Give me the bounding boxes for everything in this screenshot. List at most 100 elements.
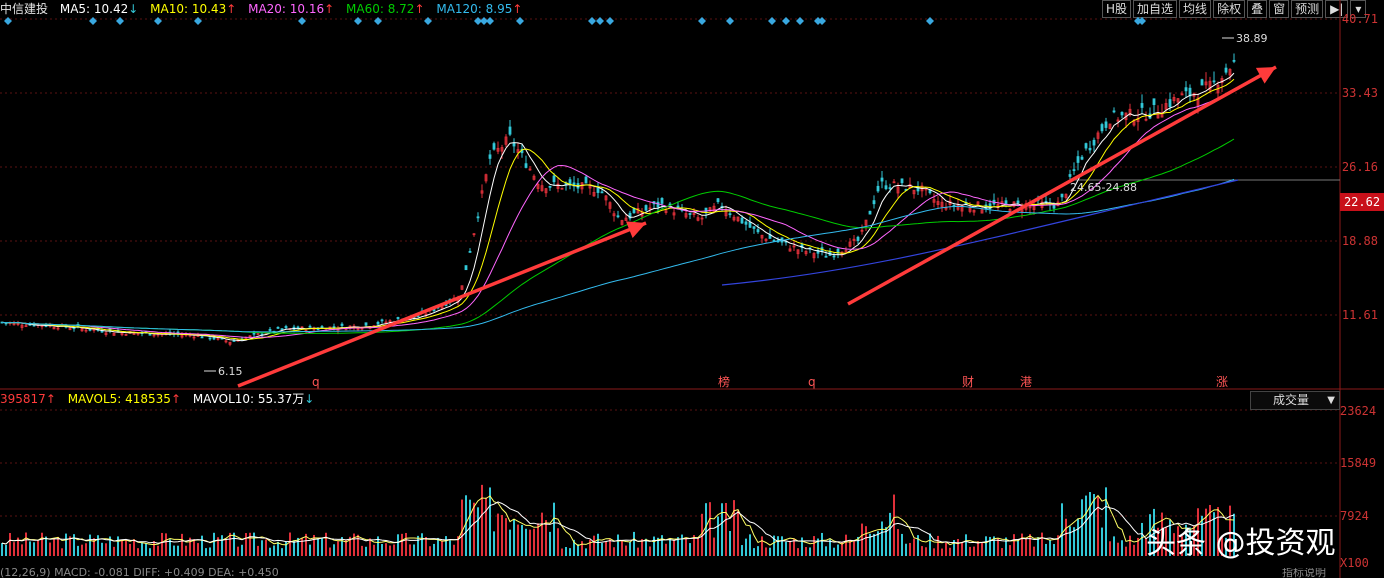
- candle-body: [736, 216, 740, 222]
- mavol10-value: MAVOL10: 55.37万: [192, 392, 305, 406]
- candle-body: [612, 213, 616, 217]
- volume-bar: [133, 539, 135, 556]
- volume-bar: [1081, 499, 1083, 556]
- volume-bar: [13, 542, 15, 556]
- candle-body: [884, 185, 888, 190]
- trend-arrow-1-head: [625, 221, 646, 239]
- candle-body: [872, 200, 876, 205]
- volume-bar: [461, 499, 463, 556]
- candle-body: [812, 253, 816, 259]
- volume-bar: [1109, 541, 1111, 556]
- ma120-arrow: ↑: [512, 2, 523, 16]
- volume-bar: [249, 532, 251, 556]
- volume-bar: [1021, 533, 1023, 556]
- volume-bar: [101, 542, 103, 556]
- ma60-arrow: ↑: [414, 2, 425, 16]
- volume-bar: [317, 538, 319, 556]
- volume-bar: [1041, 532, 1043, 556]
- volume-bar: [913, 538, 915, 556]
- candle-body: [1016, 200, 1020, 204]
- candle-body: [268, 329, 272, 331]
- candle-body: [248, 335, 252, 338]
- volume-bar: [689, 543, 691, 556]
- volume-bar: [837, 544, 839, 556]
- volume-bar: [985, 536, 987, 556]
- volume-bar: [293, 540, 295, 556]
- volume-bar: [733, 500, 735, 556]
- ex-rights-button[interactable]: 除权: [1213, 0, 1246, 18]
- volume-bar: [185, 545, 187, 556]
- volume-bar: [245, 533, 247, 556]
- volume-bar: [549, 531, 551, 556]
- candle-body: [716, 198, 720, 203]
- volume-bar: [33, 542, 35, 556]
- candle-body: [1072, 169, 1076, 172]
- volume-bar: [961, 542, 963, 556]
- candle-body: [1136, 117, 1140, 123]
- volume-bar: [957, 538, 959, 556]
- indicator-select[interactable]: 成交量 ▼: [1250, 391, 1340, 410]
- candle-body: [924, 188, 928, 191]
- volume-bar: [353, 533, 355, 556]
- volume-bar: [117, 536, 119, 556]
- moving-average-button[interactable]: 均线: [1179, 0, 1212, 18]
- add-watchlist-button[interactable]: 加自选: [1133, 0, 1178, 18]
- chevron-down-icon[interactable]: ▾: [1350, 0, 1367, 18]
- candle-body: [280, 328, 284, 331]
- volume-bar: [273, 545, 275, 556]
- volume-bar: [233, 532, 235, 556]
- ma-info-bar: 中信建投 MA5: 10.42↓ MA10: 10.43↑ MA20: 10.1…: [0, 0, 1100, 18]
- candle-body: [644, 205, 648, 211]
- volume-bar: [777, 536, 779, 556]
- volume-bar: [829, 539, 831, 556]
- event-marker-label: 涨: [1216, 374, 1228, 389]
- forecast-button[interactable]: 预测: [1291, 0, 1324, 18]
- volume-bar: [141, 542, 143, 556]
- volume-bar: [897, 529, 899, 556]
- volume-bar: [37, 540, 39, 556]
- event-diamond: [480, 17, 488, 25]
- volume-bar: [641, 539, 643, 556]
- macd-text: (12,26,9) MACD: -0.081 DIFF: +0.409 DEA:…: [0, 568, 279, 578]
- candle-body: [1224, 67, 1228, 73]
- window-button[interactable]: 窗: [1269, 0, 1290, 18]
- volume-bar: [93, 538, 95, 556]
- event-diamond: [298, 17, 306, 25]
- volume-bar: [937, 535, 939, 556]
- candle-body: [700, 217, 704, 220]
- indicator-help-link[interactable]: 指标说明: [1282, 568, 1326, 578]
- candle-body: [1160, 112, 1164, 118]
- volume-bar: [557, 528, 559, 556]
- volume-bar: [89, 534, 91, 556]
- candle-body: [504, 136, 508, 145]
- candle-body: [388, 320, 392, 323]
- volume-bar: [229, 532, 231, 556]
- volume-bar: [1233, 513, 1235, 556]
- candle-body: [380, 319, 384, 322]
- volume-bar: [921, 546, 923, 556]
- candle-body: [912, 189, 916, 195]
- volume-bar: [629, 541, 631, 556]
- volume-axis-label: 23624: [1340, 404, 1377, 418]
- volume-bar: [321, 537, 323, 556]
- candle-body: [1096, 132, 1100, 139]
- volume-bar: [765, 547, 767, 556]
- volume-bar: [621, 540, 623, 556]
- volume-bar: [573, 539, 575, 556]
- candle-body: [692, 213, 696, 215]
- volume-bar: [1229, 505, 1231, 556]
- volume-bar: [205, 548, 207, 556]
- overlay-button[interactable]: 叠: [1247, 0, 1268, 18]
- volume-bar: [597, 533, 599, 556]
- volume-bar: [869, 533, 871, 556]
- event-diamond: [588, 17, 596, 25]
- event-diamond: [698, 17, 706, 25]
- volume-bar: [833, 547, 835, 556]
- h-share-button[interactable]: H股: [1102, 0, 1132, 18]
- candle-body: [536, 183, 540, 189]
- candle-body: [672, 212, 676, 216]
- candle-body: [728, 213, 732, 216]
- volume-bar: [1097, 496, 1099, 556]
- candle-body: [708, 207, 712, 212]
